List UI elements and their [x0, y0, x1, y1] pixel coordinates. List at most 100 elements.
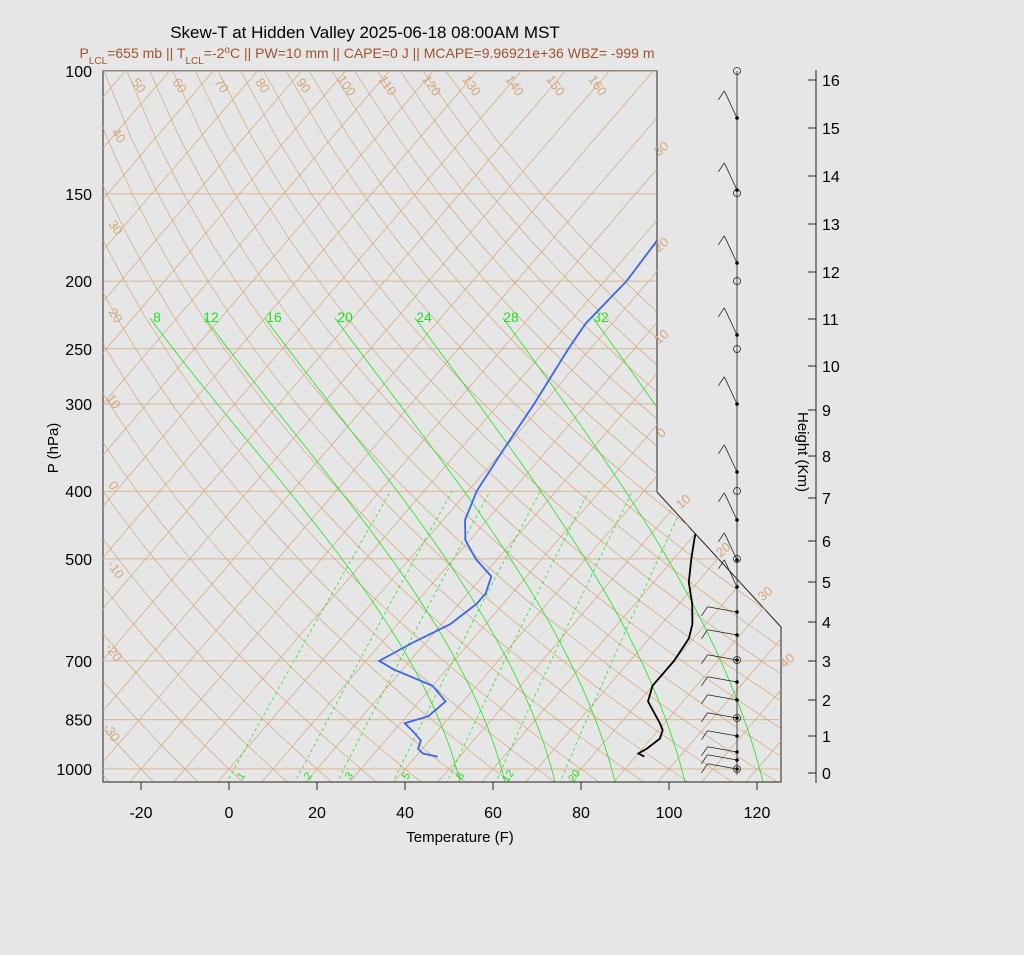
degree-sign: o	[224, 45, 230, 56]
dry-adiabat	[103, 71, 245, 782]
height-tick-label: 13	[822, 217, 840, 234]
calm-wind-circle	[733, 555, 741, 563]
mixing-ratio-top-label: 32	[593, 309, 609, 325]
mixing-ratio-line	[559, 491, 691, 782]
mixing-ratio-labels: 8 12 16 20 24 28 321 2 3 5 8 12 20	[153, 309, 609, 785]
isotherm-line	[103, 71, 390, 782]
tlcl-rest: =-2	[204, 45, 225, 61]
mixing-ratio-top-label: 12	[203, 309, 219, 325]
wind-barb-flag	[717, 492, 725, 503]
dry-adiabat	[194, 71, 781, 782]
isotherm-line	[103, 71, 346, 782]
mixing-ratio-line	[494, 491, 633, 782]
dry-adiabat	[103, 71, 692, 782]
moist-adiabat	[334, 317, 616, 782]
wind-barb-flag	[701, 654, 708, 665]
height-tick-label: 11	[822, 312, 839, 329]
dry-adiabat	[377, 71, 781, 782]
moist-adiabat	[204, 317, 506, 782]
height-tick-label: 0	[822, 766, 831, 783]
dry-adiabat	[103, 71, 156, 782]
dry-adiabat	[308, 71, 781, 782]
wind-barb-staff	[723, 492, 738, 521]
height-tick-label: 6	[822, 534, 831, 551]
mixing-ratio-line	[225, 491, 391, 782]
wind-barb-flag	[701, 754, 708, 765]
x-tick-label: 40	[396, 805, 414, 822]
chart-subtitle: PLCL=655 mb || TLCL=-2oC || PW=10 mm || …	[80, 45, 655, 67]
x-tick-label: 20	[308, 805, 326, 822]
pressure-tick-label: 500	[65, 552, 92, 569]
isotherm-label: 10	[673, 491, 694, 512]
sounding-series	[377, 71, 781, 758]
mixing-ratio-bottom-label: 1	[235, 770, 248, 782]
isotherm-line	[103, 71, 258, 782]
wind-barb-flag	[701, 694, 708, 705]
tlcl-sub: LCL	[185, 56, 204, 67]
wind-barb-staff	[723, 559, 738, 588]
wind-barbs	[701, 67, 741, 775]
x-tick-label: 80	[572, 805, 590, 822]
wind-barb-staff	[707, 712, 738, 719]
mixing-ratio-bottom-label: 2	[302, 770, 315, 782]
isotherm-line	[876, 71, 1024, 784]
dry-adiabat	[103, 71, 424, 782]
wind-barb-flag	[701, 676, 708, 687]
isotherm-label: 60	[169, 75, 190, 95]
moist-adiabat	[414, 317, 686, 782]
isotherm-line	[103, 71, 434, 782]
height-tick-label: 14	[822, 169, 840, 186]
calm-wind-circle	[733, 277, 741, 285]
dry-adiabat	[240, 71, 781, 782]
height-tick-label: 10	[822, 359, 840, 376]
mixing-ratio-top-label: 8	[153, 309, 161, 325]
dry-adiabat	[285, 71, 781, 782]
background-lines	[0, 71, 1024, 784]
x-axis-label: Temperature (F)	[406, 829, 514, 846]
height-tick-label: 5	[822, 575, 831, 592]
y-axis-label: P (hPa)	[45, 423, 62, 474]
wind-barb-flag	[701, 712, 708, 723]
wind-barb-staff	[723, 376, 738, 405]
wind-barb-flag	[701, 606, 708, 617]
wind-barb-staff	[707, 629, 738, 636]
dewpoint-line	[377, 71, 781, 758]
mixing-ratio-line	[445, 491, 590, 782]
height-tick-label: 12	[822, 265, 840, 282]
isotherm-line	[0, 71, 37, 784]
isotherm-line	[103, 71, 610, 782]
wind-barb-staff	[723, 235, 738, 264]
dry-adiabat	[103, 71, 647, 782]
calm-wind-circle	[733, 487, 741, 495]
wind-barb-flag	[717, 559, 725, 570]
height-axis-label: Height (Km)	[794, 412, 811, 492]
moist-adiabat	[264, 317, 556, 782]
isotherm-line	[128, 71, 742, 782]
wind-barb-flag	[701, 629, 708, 640]
height-tick-label: 1	[822, 729, 831, 746]
isotherm-line	[0, 71, 81, 784]
isotherm-label: 40	[108, 125, 129, 145]
isotherm-line	[103, 71, 478, 782]
wind-barb-staff	[707, 676, 738, 683]
dry-adiabat	[172, 71, 781, 782]
wind-barb-staff	[723, 444, 738, 473]
wind-barb-staff	[707, 606, 738, 613]
pressure-tick-label: 300	[65, 397, 92, 414]
calm-wind-circle	[733, 765, 741, 773]
x-tick-label: 120	[744, 805, 771, 822]
mixing-ratio-bottom-label: 12	[500, 768, 517, 785]
wind-barb-flag	[701, 746, 708, 757]
height-tick-label: 16	[822, 73, 840, 90]
mixing-ratio-top-label: 24	[416, 309, 432, 325]
isotherm-label: 70	[211, 75, 232, 95]
isotherm-line	[480, 71, 781, 782]
wind-barb-flag	[717, 90, 725, 101]
plcl-sub: LCL	[89, 56, 108, 67]
dry-adiabat	[103, 71, 513, 782]
dry-adiabat	[103, 71, 201, 782]
dry-adiabat	[331, 71, 781, 782]
pressure-tick-label: 850	[65, 713, 92, 730]
plcl-prefix: P	[80, 45, 89, 61]
